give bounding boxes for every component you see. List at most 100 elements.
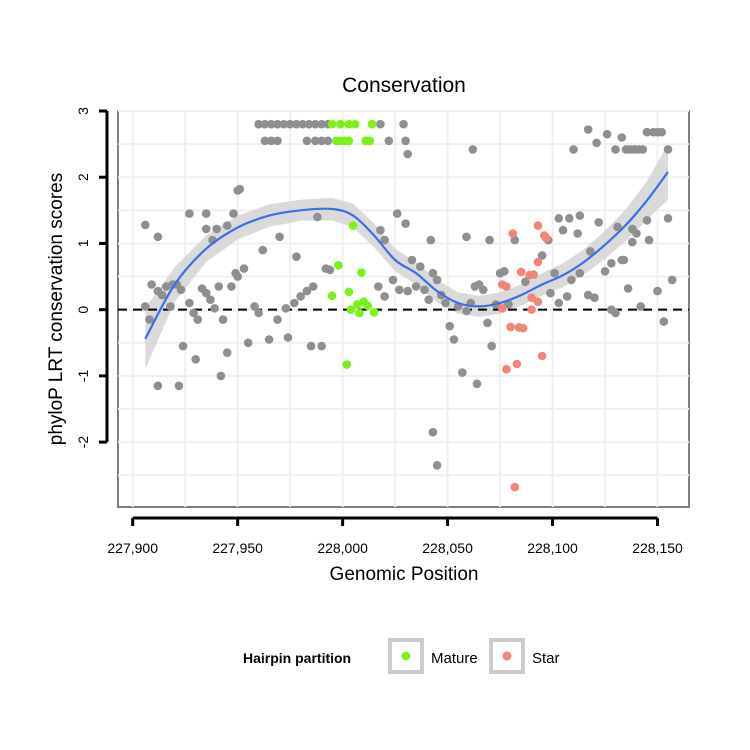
y-tick-label: 1 bbox=[75, 239, 91, 247]
y-axis-title: phyloP LRT conservation scores bbox=[46, 173, 67, 446]
point-other bbox=[317, 119, 326, 129]
point-other bbox=[500, 267, 509, 276]
legend-label-mature: Mature bbox=[431, 650, 478, 667]
point-other bbox=[401, 136, 410, 146]
point-mature bbox=[348, 221, 358, 230]
point-other bbox=[537, 251, 547, 260]
point-other bbox=[308, 282, 318, 291]
point-other bbox=[399, 119, 408, 129]
point-other bbox=[281, 304, 291, 313]
y-tick-label: 3 bbox=[75, 107, 91, 115]
point-other bbox=[611, 308, 620, 318]
point-other bbox=[250, 302, 259, 311]
point-other bbox=[283, 333, 293, 342]
point-other bbox=[153, 232, 163, 242]
point-other bbox=[617, 255, 627, 265]
point-mature bbox=[363, 301, 373, 311]
legend-swatch-mature bbox=[401, 651, 411, 661]
point-other bbox=[254, 119, 263, 129]
point-other bbox=[302, 136, 312, 146]
point-other bbox=[428, 427, 438, 437]
point-mature bbox=[327, 119, 337, 129]
point-other bbox=[292, 119, 301, 129]
point-other bbox=[273, 315, 282, 324]
confidence-ribbon bbox=[145, 144, 669, 370]
point-mature bbox=[344, 119, 354, 129]
point-other bbox=[306, 341, 316, 351]
point-other bbox=[222, 348, 232, 358]
point-other bbox=[201, 209, 211, 218]
point-other bbox=[424, 295, 434, 305]
point-other bbox=[201, 224, 211, 234]
point-other bbox=[392, 209, 402, 218]
point-mature bbox=[346, 305, 356, 315]
point-mature bbox=[344, 287, 354, 297]
point-other bbox=[644, 235, 654, 245]
point-other bbox=[185, 298, 194, 308]
point-other bbox=[458, 368, 467, 377]
point-mature bbox=[367, 119, 377, 129]
point-other bbox=[147, 280, 156, 289]
point-mature bbox=[350, 119, 360, 129]
point-other bbox=[374, 282, 383, 291]
point-star bbox=[516, 267, 526, 277]
y-tick-label: 2 bbox=[75, 173, 91, 181]
point-other bbox=[218, 315, 228, 324]
point-other bbox=[325, 265, 335, 275]
point-other bbox=[613, 222, 622, 232]
confidence-band bbox=[145, 144, 669, 370]
point-other bbox=[403, 149, 413, 159]
legend-title: Hairpin partition bbox=[243, 650, 351, 666]
point-other bbox=[185, 209, 194, 218]
point-other bbox=[166, 302, 175, 311]
point-mature bbox=[334, 261, 343, 270]
point-star bbox=[512, 359, 522, 369]
point-other bbox=[304, 119, 314, 129]
point-other bbox=[575, 211, 585, 220]
point-other bbox=[592, 138, 601, 148]
point-other bbox=[376, 225, 385, 235]
point-other bbox=[607, 259, 616, 268]
point-mature bbox=[365, 136, 375, 146]
point-other bbox=[653, 286, 662, 296]
point-mature bbox=[327, 291, 337, 301]
point-other bbox=[546, 288, 555, 298]
point-other bbox=[575, 268, 585, 278]
point-other bbox=[279, 119, 289, 129]
point-other bbox=[479, 285, 488, 295]
point-other bbox=[260, 136, 270, 146]
point-star bbox=[542, 233, 551, 243]
point-other bbox=[298, 119, 308, 129]
point-other bbox=[468, 145, 478, 154]
point-other bbox=[285, 119, 295, 129]
point-other bbox=[407, 255, 417, 265]
point-other bbox=[239, 264, 249, 273]
point-other bbox=[590, 293, 599, 303]
point-other bbox=[558, 225, 568, 235]
point-other bbox=[642, 216, 652, 225]
chart-title: Conservation bbox=[342, 74, 466, 97]
point-other bbox=[663, 214, 673, 223]
point-other bbox=[420, 285, 429, 295]
point-other bbox=[573, 229, 582, 238]
y-axis: -2 -1 0 1 2 3 bbox=[75, 107, 109, 448]
point-star bbox=[533, 257, 543, 267]
point-other bbox=[657, 127, 666, 137]
point-other bbox=[157, 290, 167, 300]
point-star bbox=[502, 365, 511, 374]
point-other bbox=[214, 282, 224, 291]
point-other bbox=[663, 145, 673, 154]
point-other bbox=[628, 237, 637, 247]
point-other bbox=[174, 381, 184, 391]
point-other bbox=[395, 285, 404, 295]
point-mature bbox=[369, 308, 379, 317]
point-other bbox=[260, 119, 270, 129]
point-other bbox=[380, 235, 389, 245]
point-other bbox=[432, 461, 442, 470]
point-star bbox=[518, 323, 528, 333]
point-other bbox=[659, 317, 669, 326]
legend-label-star: Star bbox=[532, 650, 560, 667]
point-star bbox=[497, 304, 507, 313]
x-axis-title: Genomic Position bbox=[330, 564, 479, 585]
